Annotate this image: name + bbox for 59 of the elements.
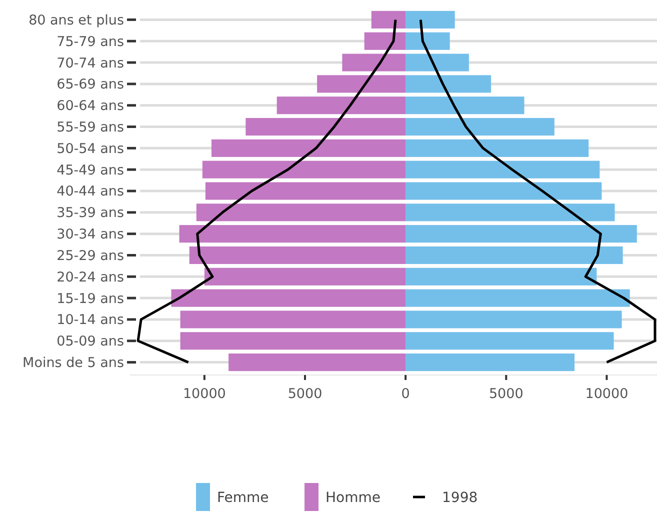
bar bbox=[276, 96, 406, 114]
bar bbox=[406, 354, 575, 372]
bar bbox=[406, 289, 630, 307]
bar bbox=[406, 160, 600, 178]
bar bbox=[371, 10, 406, 28]
y-tick-label: 60-64 ans bbox=[56, 98, 124, 114]
bar bbox=[228, 354, 406, 372]
bar bbox=[406, 268, 597, 286]
bar bbox=[204, 268, 406, 286]
y-tick-label: 40-44 ans bbox=[56, 184, 124, 200]
y-tick-label: 65-69 ans bbox=[56, 76, 124, 93]
y-tick-label: 45-49 ans bbox=[56, 162, 124, 178]
y-tick-label: 70-74 ans bbox=[56, 55, 124, 72]
y-tick-label: 25-29 ans bbox=[56, 248, 124, 264]
bar bbox=[406, 310, 622, 328]
x-tick-label: 10000 bbox=[585, 386, 628, 402]
y-tick-label: 30-34 ans bbox=[56, 226, 124, 243]
bar bbox=[406, 54, 469, 72]
bar bbox=[364, 32, 406, 50]
bar bbox=[317, 75, 406, 93]
y-tick-label: 55-59 ans bbox=[56, 119, 124, 136]
bar bbox=[406, 32, 450, 50]
x-tick-label: 10000 bbox=[182, 386, 226, 402]
y-tick-label: 20-24 ans bbox=[56, 269, 124, 286]
bar bbox=[189, 246, 406, 264]
y-tick-label: 75-79 ans bbox=[56, 34, 124, 50]
bar bbox=[205, 182, 406, 200]
y-tick-label: 50-54 ans bbox=[56, 140, 124, 157]
y-tick-label: 15-19 ans bbox=[56, 290, 124, 307]
bar bbox=[406, 332, 614, 350]
bar bbox=[179, 225, 406, 243]
legend-label: 1998 bbox=[442, 490, 478, 506]
bar bbox=[180, 310, 406, 328]
bar bbox=[180, 332, 406, 350]
bar bbox=[406, 204, 615, 222]
bar bbox=[406, 10, 455, 28]
legend-label: Homme bbox=[326, 490, 380, 506]
legend-label: Femme bbox=[217, 490, 269, 506]
bar bbox=[171, 289, 406, 307]
bar bbox=[406, 118, 554, 136]
bar bbox=[196, 204, 406, 222]
y-tick-label: 05-09 ans bbox=[56, 334, 124, 350]
y-tick-label: 35-39 ans bbox=[56, 205, 124, 222]
y-tick-label: 10-14 ans bbox=[56, 312, 124, 328]
x-tick-label: 5000 bbox=[488, 386, 524, 402]
bar bbox=[406, 96, 524, 114]
y-tick-label: 80 ans et plus bbox=[28, 12, 124, 28]
bar bbox=[342, 54, 406, 72]
bar bbox=[406, 139, 589, 157]
bar bbox=[406, 75, 492, 93]
y-tick-label: Moins de 5 ans bbox=[22, 355, 124, 372]
bar bbox=[406, 225, 637, 243]
bar bbox=[406, 246, 623, 264]
bar bbox=[246, 118, 406, 136]
bar bbox=[202, 160, 406, 178]
bar bbox=[211, 139, 406, 157]
x-tick-label: 0 bbox=[401, 386, 410, 402]
x-tick-label: 5000 bbox=[288, 386, 322, 402]
bar bbox=[406, 182, 602, 200]
